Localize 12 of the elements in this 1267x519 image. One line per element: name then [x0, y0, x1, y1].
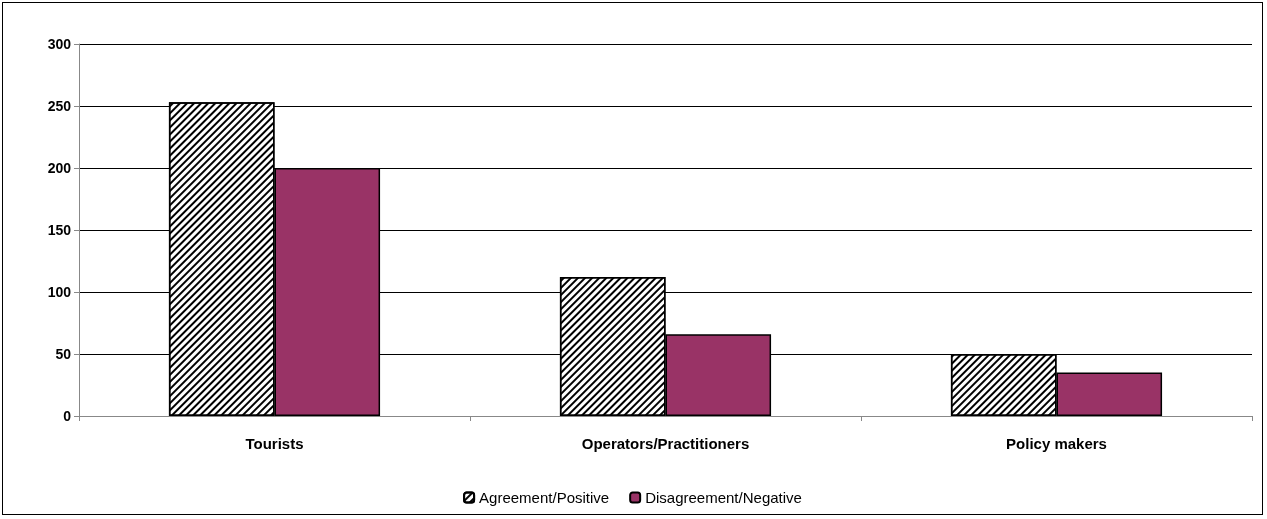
y-tick-label: 250 — [47, 98, 72, 114]
y-tick-label: 150 — [47, 222, 72, 238]
legend-label: Agreement/Positive — [479, 489, 610, 506]
x-tick-label: Tourists — [245, 435, 304, 452]
y-tick-label: 300 — [47, 36, 72, 52]
y-tick-label: 200 — [47, 160, 72, 176]
y-tick-label: 0 — [63, 408, 72, 424]
x-tick-label: Policy makers — [1006, 435, 1107, 452]
y-tick-label: 100 — [47, 284, 72, 300]
y-tick-label: 50 — [55, 346, 72, 362]
legend-label: Disagreement/Negative — [645, 489, 802, 506]
x-tick-label: Operators/Practitioners — [581, 435, 750, 452]
